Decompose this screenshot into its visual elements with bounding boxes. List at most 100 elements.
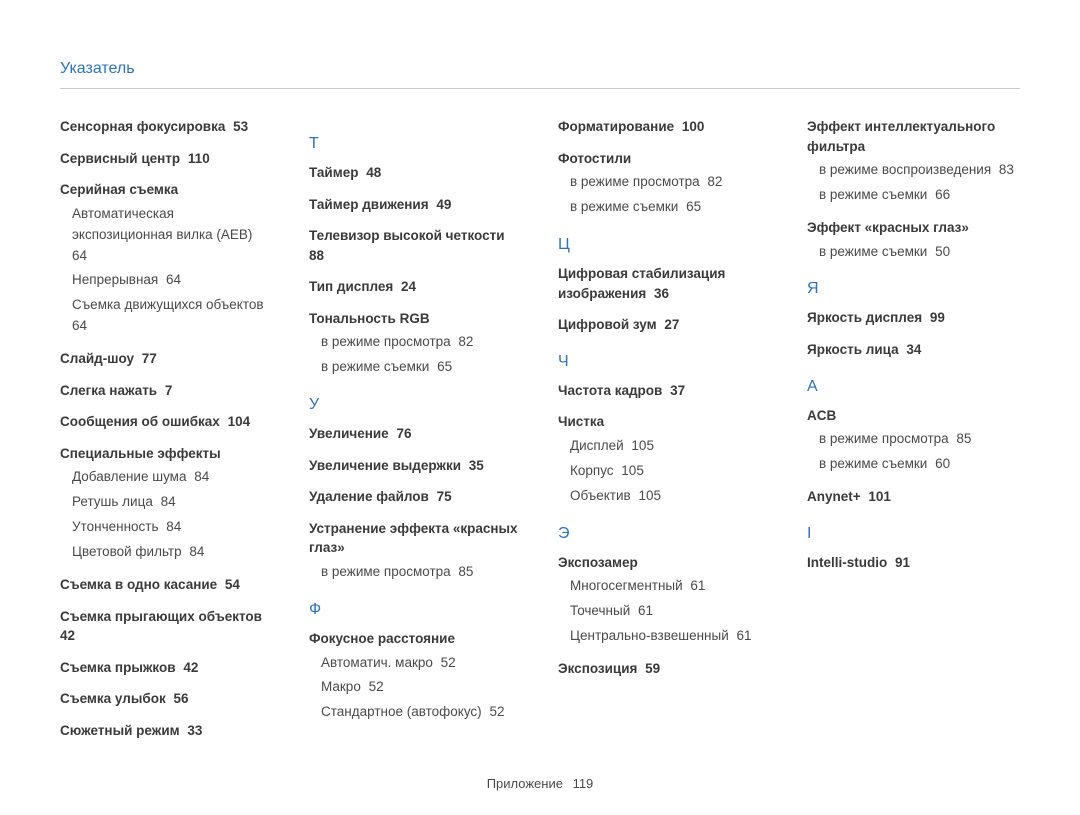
index-entry: Фотостили в режиме просмотра 82 в режиме с… — [558, 149, 771, 218]
index-entry-label: Таймер движения — [309, 197, 429, 212]
index-entry-label: Увеличение выдержки — [309, 458, 461, 473]
index-entry: ЧисткаДисплей 105Корпус 105Объектив 105 — [558, 412, 771, 506]
index-entry: Съемка прыжков 42 — [60, 658, 273, 678]
index-subentry: Корпус 105 — [570, 461, 771, 482]
index-letter: A — [807, 378, 1020, 396]
index-subentry-label: Точечный — [570, 603, 630, 618]
index-entry: Сюжетный режим 33 — [60, 721, 273, 741]
index-subentry: в режиме съемки 60 — [819, 454, 1020, 475]
index-letter: Э — [558, 525, 771, 543]
index-entry-label: Слегка нажать — [60, 383, 157, 398]
index-subentry: в режиме съемки 66 — [819, 185, 1020, 206]
index-entry-page: 75 — [433, 489, 452, 504]
index-entry-page: 56 — [170, 691, 189, 706]
index-entry: Экспозиция 59 — [558, 659, 771, 679]
index-entry-page: 54 — [221, 577, 240, 592]
index-entry-page: 101 — [865, 489, 891, 504]
index-entry-page: 53 — [229, 119, 248, 134]
index-entry-label: Съемка в одно касание — [60, 577, 217, 592]
index-subentry-page: 105 — [635, 488, 661, 503]
index-entry-label: Эффект «красных глаз» — [807, 220, 969, 235]
index-entry-label: Тип дисплея — [309, 279, 393, 294]
index-subentry: в режиме съемки 65 — [570, 197, 771, 218]
index-entry-label: Серийная съемка — [60, 182, 178, 197]
index-subentry-label: в режиме съемки — [321, 359, 429, 374]
index-subentry-label: Цветовой фильтр — [72, 544, 182, 559]
index-subentry: Автоматич. макро 52 — [321, 653, 522, 674]
index-entry: Цифровая стабилизация изображения 36 — [558, 264, 771, 303]
index-entry-label: Фотостили — [558, 151, 631, 166]
index-entry-label: Съемка прыгающих объектов — [60, 609, 262, 624]
index-subentry: в режиме просмотра 82 — [570, 172, 771, 193]
index-entry: Яркость дисплея 99 — [807, 308, 1020, 328]
index-entry-label: Тональность RGB — [309, 311, 430, 326]
index-subentry-label: Центрально-взвешенный — [570, 628, 729, 643]
index-subentry-page: 85 — [455, 564, 474, 579]
index-subentry: Ретушь лица 84 — [72, 492, 273, 513]
index-entry-page: 34 — [903, 342, 922, 357]
index-entry-label: Съемка прыжков — [60, 660, 176, 675]
index-entry: Удаление файлов 75 — [309, 487, 522, 507]
index-entry-label: Форматирование — [558, 119, 674, 134]
index-subentry: Цветовой фильтр 84 — [72, 542, 273, 563]
index-subentry-label: в режиме просмотра — [570, 174, 700, 189]
index-subentry-label: в режиме воспроизведения — [819, 162, 991, 177]
index-entry: Увеличение 76 — [309, 424, 522, 444]
index-entry-page: 104 — [224, 414, 250, 429]
index-entry-label: Яркость дисплея — [807, 310, 922, 325]
index-subentry-page: 61 — [634, 603, 653, 618]
index-entry-page: 48 — [362, 165, 381, 180]
index-entry-label: Anynet+ — [807, 489, 861, 504]
index-subentry: Дисплей 105 — [570, 436, 771, 457]
index-subentry-label: Автоматич. макро — [321, 655, 433, 670]
index-entry-label: Слайд-шоу — [60, 351, 134, 366]
index-entry-label: Яркость лица — [807, 342, 899, 357]
index-entry-page: 49 — [433, 197, 452, 212]
index-subentry-label: Автоматическая экспозиционная вилка (AEB… — [72, 206, 252, 242]
index-entry: Эффект «красных глаз»в режиме съемки 50 — [807, 218, 1020, 262]
index-entry: Телевизор высокой четкости 88 — [309, 226, 522, 265]
index-entry-label: Специальные эффекты — [60, 446, 221, 461]
index-subentry-page: 60 — [931, 456, 950, 471]
index-entry: Фокусное расстояниеАвтоматич. макро 52Ма… — [309, 629, 522, 723]
index-entry-label: Сервисный центр — [60, 151, 180, 166]
index-letter: У — [309, 396, 522, 414]
index-subentry-label: в режиме просмотра — [819, 431, 949, 446]
index-entry-label: Цифровая стабилизация изображения — [558, 266, 725, 301]
index-entry: Слегка нажать 7 — [60, 381, 273, 401]
index-letter: Ч — [558, 353, 771, 371]
index-subentry-label: в режиме съемки — [819, 244, 927, 259]
index-entry: Слайд-шоу 77 — [60, 349, 273, 369]
index-subentry-page: 64 — [72, 248, 87, 263]
index-entry: Таймер движения 49 — [309, 195, 522, 215]
index-entry-label: Сенсорная фокусировка — [60, 119, 225, 134]
index-subentry-label: Утонченность — [72, 519, 159, 534]
index-subentry-page: 105 — [618, 463, 644, 478]
index-subentry: Объектив 105 — [570, 486, 771, 507]
index-entry-page: 35 — [465, 458, 484, 473]
index-entry: Intelli-studio 91 — [807, 553, 1020, 573]
index-column: Форматирование 100Фотостилив режиме прос… — [558, 117, 771, 753]
page-footer: Приложение 119 — [0, 776, 1080, 791]
index-entry: Серийная съемка Автоматическая экспозицио… — [60, 180, 273, 337]
index-subentry: Съемка движущихся объектов 64 — [72, 295, 273, 337]
index-subentry: Утонченность 84 — [72, 517, 273, 538]
index-entry-page: 88 — [309, 248, 324, 263]
index-entry-label: ACB — [807, 408, 836, 423]
index-entry-label: Таймер — [309, 165, 358, 180]
index-entry-page: 7 — [161, 383, 172, 398]
index-entry: Увеличение выдержки 35 — [309, 456, 522, 476]
index-subentry: в режиме просмотра 85 — [321, 562, 522, 583]
index-subentry: в режиме воспроизведения 83 — [819, 160, 1020, 181]
index-subentry-label: в режиме съемки — [819, 456, 927, 471]
index-entry-page: 36 — [650, 286, 669, 301]
index-subentry-page: 84 — [163, 519, 182, 534]
index-entry-page: 33 — [184, 723, 203, 738]
index-entry: Таймер 48 — [309, 163, 522, 183]
index-subentry-label: в режиме съемки — [570, 199, 678, 214]
index-subentry-label: Ретушь лица — [72, 494, 153, 509]
index-subentry: Центрально-взвешенный 61 — [570, 626, 771, 647]
index-entry: Сенсорная фокусировка 53 — [60, 117, 273, 137]
index-entry: ACBв режиме просмотра 85в режиме съемки … — [807, 406, 1020, 475]
index-subentry-label: Дисплей — [570, 438, 624, 453]
